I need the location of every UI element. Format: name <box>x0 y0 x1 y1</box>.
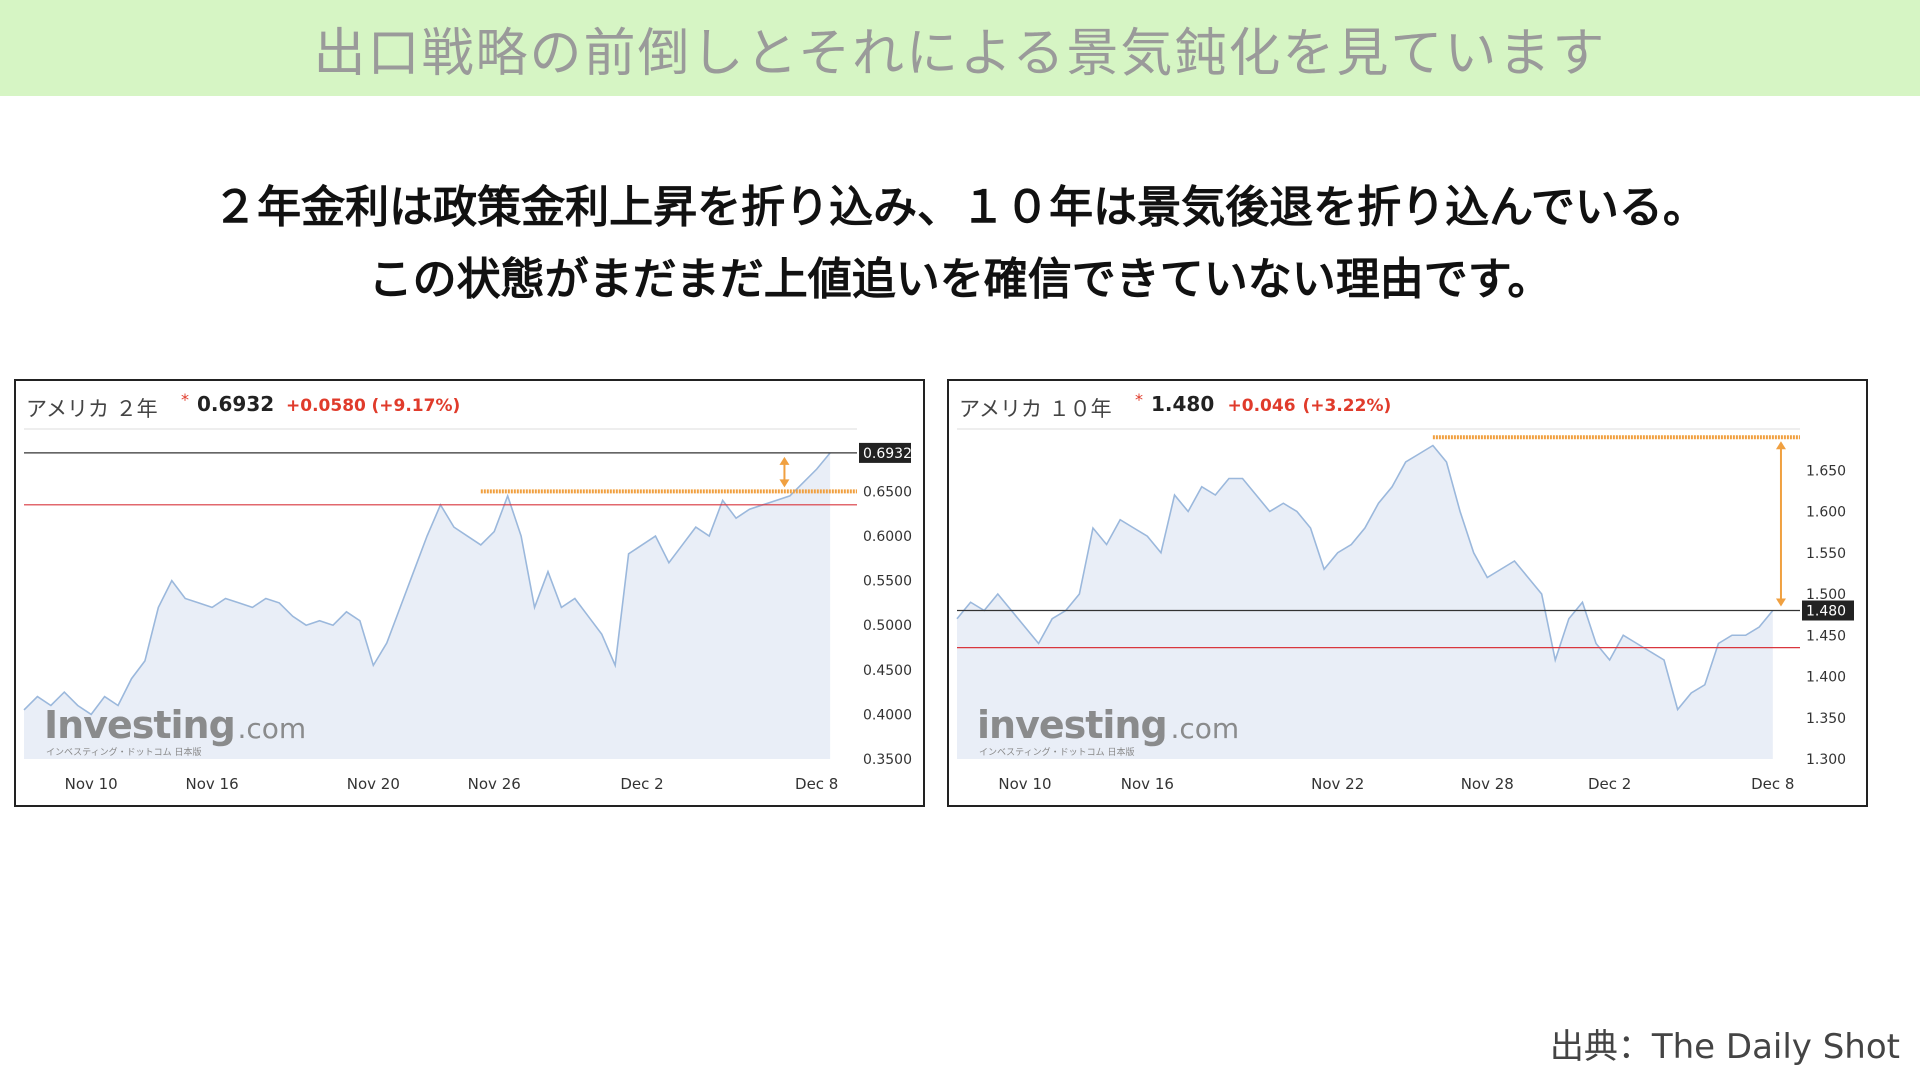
c0-label: アメリカ ２年 <box>26 397 158 421</box>
c1-ytick-label: 1.500 <box>1806 587 1846 603</box>
c1-change: +0.046 <box>1228 396 1296 416</box>
c1-last-tag-bg <box>1802 600 1854 621</box>
headline-line-2: この状態がまだまだ上値追いを確信できていない理由です。 <box>368 254 1552 305</box>
c1-series-area <box>957 445 1773 759</box>
c0-ytick-label: 0.4500 <box>863 663 912 679</box>
c1-ytick-label: 1.400 <box>1806 670 1846 686</box>
c1-xtick-label: Dec 2 <box>1588 775 1631 793</box>
c1-ytick-label: 1.450 <box>1806 628 1846 644</box>
c1-arrow-head-bottom <box>1775 598 1786 607</box>
c0-change: +0.0580 <box>286 396 366 416</box>
source-credit: 出典：The Daily Shot <box>1549 1027 1900 1067</box>
c1-xtick-label: Nov 10 <box>998 775 1051 793</box>
c0-change-pct: (+9.17%) <box>372 396 461 416</box>
c1-xtick-label: Dec 8 <box>1751 775 1794 793</box>
c1-watermark-logo: investing <box>977 703 1167 747</box>
chart-10-year: アメリカ １０年 * 1.480 +0.046 (+3.22%) 1.650 1.600 1.… <box>956 390 1854 793</box>
c0-live-dot: * <box>181 390 189 409</box>
c1-ytick-label: 1.300 <box>1806 752 1846 768</box>
c0-watermark-sub: インベスティング・ドットコム 日本版 <box>46 746 202 758</box>
c1-change-pct: (+3.22%) <box>1303 396 1392 416</box>
chart-2-year: アメリカ ２年 * 0.6932 +0.0580 (+9.17%) 0.6500 0.600… <box>23 390 912 793</box>
c1-last-price: 1.480 <box>1151 392 1214 416</box>
banner-title: 出口戦略の前倒しとそれによる景気鈍化を見ています <box>313 23 1607 84</box>
c0-ytick-label: 0.6000 <box>863 529 912 545</box>
c0-watermark-logo: Investing <box>44 703 235 747</box>
c1-xtick-label: Nov 28 <box>1461 775 1514 793</box>
c0-xtick-label: Dec 2 <box>620 775 663 793</box>
c0-xtick-label: Nov 26 <box>468 775 521 793</box>
c0-xtick-label: Nov 10 <box>65 775 118 793</box>
c0-xtick-label: Dec 8 <box>795 775 838 793</box>
c1-ytick-label: 1.650 <box>1806 463 1846 479</box>
c0-series-area <box>24 452 831 759</box>
c0-arrow-head-top <box>779 456 790 465</box>
c0-arrow-head-bottom <box>779 479 790 488</box>
c1-live-dot: * <box>1135 390 1143 409</box>
c0-ytick-label: 0.3500 <box>863 752 912 768</box>
c0-series-line <box>23 452 831 716</box>
c1-watermark-suffix: .com <box>1171 712 1240 745</box>
chart-panel-2-year: アメリカ ２年 * 0.6932 +0.0580 (+9.17%) 0.6500 0.600… <box>14 379 925 807</box>
c1-xtick-label: Nov 22 <box>1311 775 1364 793</box>
c0-ytick-label: 0.6500 <box>863 484 912 500</box>
c1-series-line <box>956 444 1774 712</box>
c1-ytick-label: 1.550 <box>1806 546 1846 562</box>
c0-xtick-label: Nov 20 <box>347 775 400 793</box>
c1-arrow-head-top <box>1775 441 1786 450</box>
c0-xtick-label: Nov 16 <box>186 775 239 793</box>
c0-last-tag: 0.6932 <box>863 446 912 462</box>
c1-last-tag: 1.480 <box>1806 604 1846 620</box>
c0-ytick-label: 0.5000 <box>863 618 912 634</box>
c0-watermark-suffix: .com <box>238 712 307 745</box>
c1-watermark-sub: インベスティング・ドットコム 日本版 <box>979 746 1135 758</box>
c0-last-tag-bg <box>859 442 911 463</box>
c0-last-price: 0.6932 <box>197 392 274 416</box>
title-banner: 出口戦略の前倒しとそれによる景気鈍化を見ています <box>0 0 1920 96</box>
c1-xtick-label: Nov 16 <box>1121 775 1174 793</box>
c0-ytick-label: 0.4000 <box>863 707 912 723</box>
c1-ytick-label: 1.600 <box>1806 505 1846 521</box>
headline: ２年金利は政策金利上昇を折り込み、１０年は景気後退を折り込んでいる。 この状態が… <box>0 172 1920 316</box>
c1-label: アメリカ １０年 <box>959 397 1112 421</box>
headline-line-1: ２年金利は政策金利上昇を折り込み、１０年は景気後退を折り込んでいる。 <box>213 182 1707 233</box>
c1-ytick-label: 1.350 <box>1806 711 1846 727</box>
c0-ytick-label: 0.5500 <box>863 574 912 590</box>
chart-panel-10-year: アメリカ １０年 * 1.480 +0.046 (+3.22%) 1.650 1.600 1.… <box>947 379 1868 807</box>
